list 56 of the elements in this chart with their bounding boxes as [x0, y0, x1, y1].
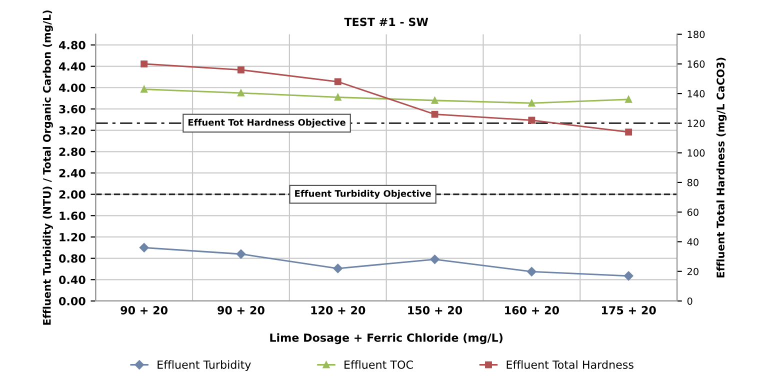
- y-tick-label: 0.80: [59, 254, 86, 263]
- point: [625, 96, 632, 103]
- y-tick-label: 1.20: [60, 232, 86, 242]
- y2-tick-label: 40: [687, 238, 698, 246]
- point: [334, 78, 342, 86]
- y2-tick-label: 140: [688, 90, 705, 98]
- y-tick-label: 3.20: [59, 126, 86, 135]
- y2-tick-label: 100: [688, 149, 705, 157]
- point: [238, 66, 244, 74]
- point: [333, 264, 342, 274]
- point: [431, 96, 438, 104]
- point: [528, 116, 536, 124]
- ref-line-label: Effuent Turbidity Objective: [295, 190, 431, 199]
- y2-tick-label: 160: [688, 60, 705, 68]
- y2-tick-label: 60: [687, 208, 698, 216]
- y-tick-label: 4.00: [58, 84, 86, 92]
- y-tick-label: 1.60: [60, 212, 86, 220]
- point: [625, 128, 632, 136]
- y-tick-label: 4.40: [58, 62, 86, 71]
- x-tick-label: 90 + 20: [218, 306, 264, 314]
- chart-title: TEST #1 - SW: [344, 18, 428, 26]
- y2-tick-label: 120: [688, 120, 705, 128]
- y-tick-label: 2.80: [59, 148, 86, 156]
- x-tick-label: 160 + 20: [505, 306, 559, 314]
- point: [527, 267, 536, 276]
- y2-tick-label: 180: [688, 30, 705, 38]
- point: [430, 254, 440, 264]
- y-tick-label: 2.00: [59, 190, 86, 199]
- y-tick-label: 0.00: [59, 296, 86, 306]
- x-tick-label: 150 + 20: [408, 306, 462, 314]
- y2-tick-label: 80: [687, 178, 698, 186]
- point: [139, 243, 149, 252]
- legend-label: Effluent Total Hardness: [506, 360, 634, 369]
- x-tick-label: 90 + 20: [120, 306, 168, 314]
- point: [238, 89, 244, 96]
- legend-label: Effluent TOC: [344, 360, 413, 369]
- x-axis-title: Lime Dosage + Ferric Chloride (mg/L): [270, 333, 502, 344]
- y-tick-label: 0.40: [59, 276, 86, 284]
- y-tick-label: 2.40: [59, 168, 86, 178]
- y-tick-label: 3.60: [59, 104, 86, 114]
- point: [140, 86, 148, 93]
- x-tick-label: 120 + 20: [311, 306, 366, 314]
- point: [334, 94, 342, 101]
- point: [624, 271, 634, 281]
- point: [528, 100, 536, 107]
- point: [236, 249, 246, 259]
- y-tick-label: 4.80: [58, 40, 86, 50]
- y2-tick-label: 20: [687, 268, 698, 276]
- point: [431, 110, 438, 118]
- x-tick-label: 175 + 20: [602, 306, 656, 314]
- ref-line-label: Effuent Tot Hardness Objective: [188, 118, 346, 128]
- legend-label: Effluent Turbidity: [158, 360, 251, 371]
- y-axis-title: Effluent Turbidity (NTU) / Total Organic Carbon (mg/L): [42, 10, 53, 325]
- y2-axis-title: Effluent Total Hardness (mg/L CaCO3): [716, 58, 727, 278]
- point: [140, 60, 148, 68]
- y2-tick-label: 0: [687, 297, 692, 305]
